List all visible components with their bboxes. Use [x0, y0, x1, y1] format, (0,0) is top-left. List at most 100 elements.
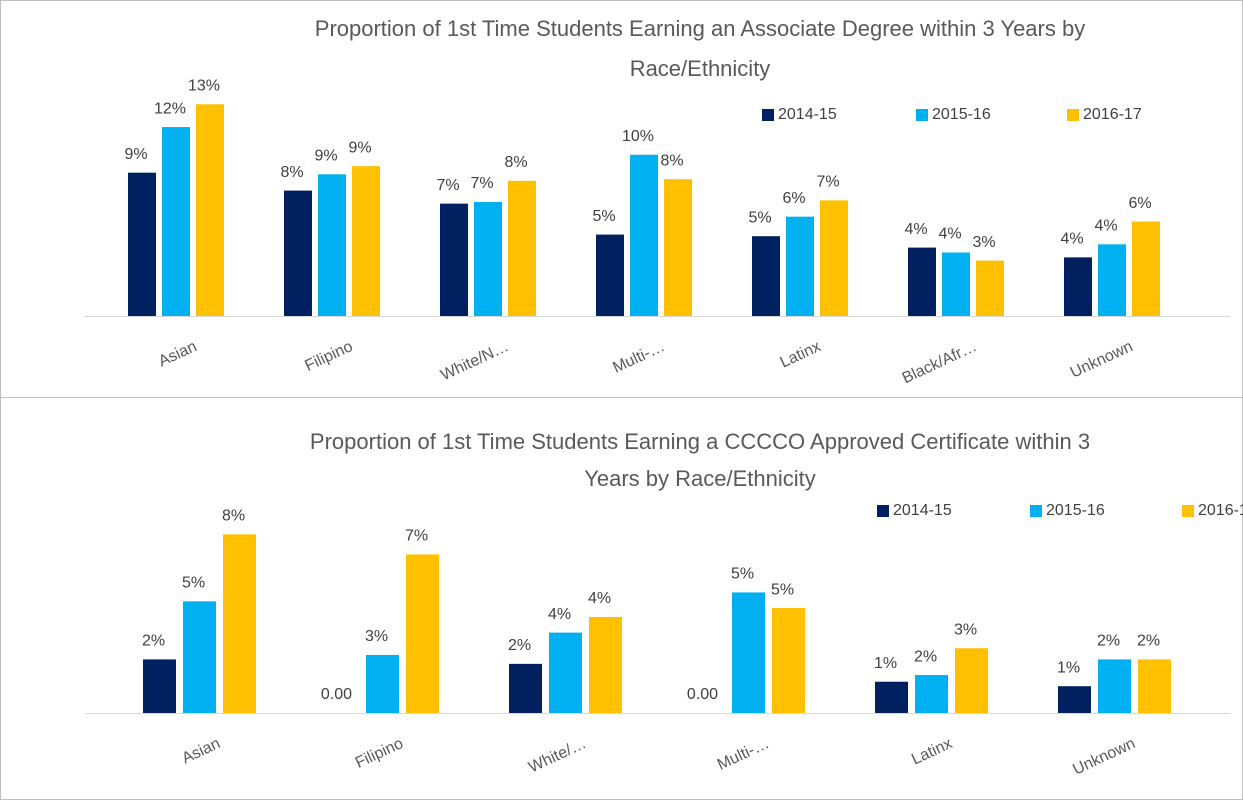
bar — [915, 675, 948, 713]
data-label: 4% — [588, 590, 611, 607]
legend-label: 2014-15 — [778, 106, 837, 123]
data-label: 3% — [954, 621, 977, 638]
legend-label: 2016-17 — [1083, 106, 1142, 123]
bar — [664, 179, 692, 316]
x-tick-label: Multi-… — [610, 338, 667, 377]
data-label: 8% — [504, 154, 527, 171]
bar — [1098, 244, 1126, 316]
data-label: 5% — [731, 566, 754, 583]
bar — [284, 190, 312, 316]
bar — [352, 166, 380, 316]
data-label: 4% — [938, 226, 961, 243]
x-tick-label: Filipino — [353, 735, 406, 772]
bar — [942, 252, 970, 316]
legend-swatch — [916, 109, 928, 121]
data-label: 7% — [816, 174, 839, 191]
bar — [366, 654, 399, 713]
x-tick-label: Filipino — [302, 338, 355, 375]
data-label: 2% — [1137, 633, 1160, 650]
x-tick-label: Unknown — [1070, 735, 1138, 779]
bar — [1058, 686, 1091, 713]
legend-swatch — [1030, 505, 1042, 517]
data-label: 4% — [904, 221, 927, 238]
bar — [772, 608, 805, 713]
bar — [1098, 659, 1131, 713]
x-tick-label: White/N… — [438, 338, 511, 384]
bar — [143, 659, 176, 713]
legend-label: 2014-15 — [893, 502, 952, 519]
bar — [223, 534, 256, 713]
bar — [1064, 257, 1092, 316]
bar — [752, 236, 780, 316]
x-tick-label: Unknown — [1068, 338, 1136, 382]
legend-swatch — [1067, 109, 1079, 121]
bar — [1138, 659, 1171, 713]
data-label: 8% — [660, 152, 683, 169]
bar — [630, 154, 658, 316]
data-label: 6% — [1128, 195, 1151, 212]
legend-swatch — [762, 109, 774, 121]
data-label: 5% — [182, 575, 205, 592]
data-label: 4% — [1094, 218, 1117, 235]
bar — [509, 663, 542, 713]
data-label: 0.00 — [687, 686, 718, 703]
bar — [875, 681, 908, 713]
data-label: 4% — [548, 606, 571, 623]
bar — [128, 172, 156, 316]
bar — [508, 180, 536, 316]
bar — [589, 616, 622, 713]
bar — [406, 554, 439, 713]
x-tick-label: White/… — [526, 735, 589, 776]
legend-swatch — [1182, 505, 1194, 517]
bar — [976, 260, 1004, 316]
data-label: 9% — [348, 139, 371, 156]
chart-title: Proportion of 1st Time Students Earning … — [310, 429, 1090, 454]
panel-border — [0, 397, 1243, 800]
bar — [183, 601, 216, 713]
x-tick-label: Latinx — [909, 735, 955, 768]
x-tick-label: Latinx — [778, 338, 824, 371]
data-label: 5% — [592, 208, 615, 225]
bar — [318, 174, 346, 316]
data-label: 0.00 — [321, 686, 352, 703]
chart-title: Years by Race/Ethnicity — [584, 466, 816, 491]
data-label: 4% — [1060, 231, 1083, 248]
legend-label: 2016-17 — [1198, 502, 1243, 519]
bar — [955, 648, 988, 713]
data-label: 2% — [508, 637, 531, 654]
data-label: 10% — [622, 128, 654, 145]
data-label: 13% — [188, 78, 220, 95]
chart-title: Proportion of 1st Time Students Earning … — [315, 16, 1085, 41]
x-tick-label: Multi-… — [715, 735, 772, 774]
data-label: 2% — [142, 633, 165, 650]
bar — [474, 202, 502, 316]
bar — [196, 104, 224, 317]
legend-label: 2015-16 — [1046, 502, 1105, 519]
bar — [1132, 221, 1160, 316]
bar — [162, 127, 190, 316]
data-label: 6% — [782, 190, 805, 207]
data-label: 7% — [436, 177, 459, 194]
data-label: 3% — [972, 234, 995, 251]
data-label: 5% — [771, 581, 794, 598]
data-label: 3% — [365, 628, 388, 645]
bar — [440, 203, 468, 316]
data-label: 8% — [280, 164, 303, 181]
x-tick-label: Black/Afr… — [900, 338, 980, 387]
bar — [732, 592, 765, 713]
data-label: 5% — [748, 209, 771, 226]
bar — [786, 216, 814, 316]
data-label: 2% — [914, 648, 937, 665]
x-tick-label: Asian — [180, 735, 223, 767]
data-label: 8% — [222, 508, 245, 525]
legend-label: 2015-16 — [932, 106, 991, 123]
data-label: 2% — [1097, 633, 1120, 650]
data-label: 12% — [154, 100, 186, 117]
legend-swatch — [877, 505, 889, 517]
data-label: 7% — [405, 528, 428, 545]
data-label: 9% — [314, 148, 337, 165]
chart-title: Race/Ethnicity — [630, 56, 771, 81]
data-label: 7% — [470, 175, 493, 192]
